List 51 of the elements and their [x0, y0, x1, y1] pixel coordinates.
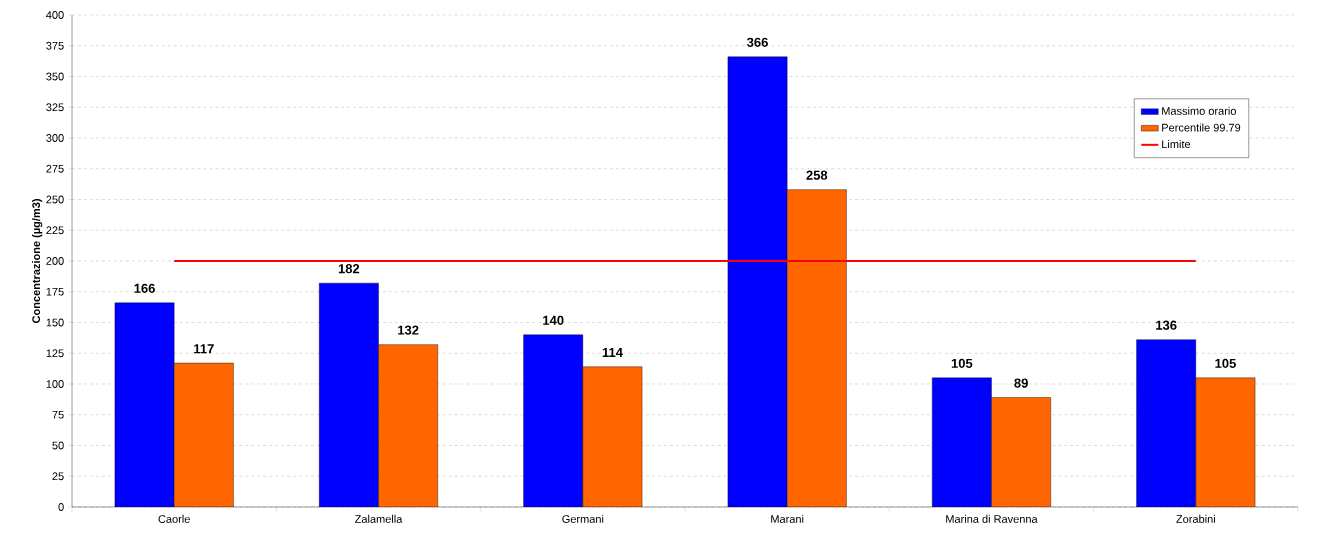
x-tick-label: Germani [562, 514, 604, 523]
x-tick-label: Marina di Ravenna [946, 514, 1038, 523]
bar [991, 397, 1051, 507]
bar [174, 363, 234, 507]
bar [1136, 339, 1197, 507]
data-label: 166 [134, 283, 155, 293]
y-tick-label: 100 [46, 380, 64, 388]
bar [932, 377, 992, 507]
y-axis-title: Concentrazione (µg/m3) [31, 199, 43, 323]
bar [727, 56, 788, 507]
y-tick-label: 150 [46, 318, 64, 327]
legend-label: Limite [1162, 140, 1191, 149]
data-label: 105 [951, 358, 973, 368]
y-tick-label: 200 [46, 257, 64, 265]
data-label: 114 [602, 347, 623, 357]
x-tick-label: Marani [771, 514, 804, 523]
y-tick-label: 350 [46, 72, 64, 81]
data-label: 105 [1215, 358, 1236, 368]
y-tick-label: 25 [52, 472, 64, 481]
x-tick-label: Zalamella [355, 514, 403, 523]
y-tick-label: 375 [46, 41, 64, 50]
x-tick-label: Zorabini [1176, 514, 1215, 523]
y-tick-label: 400 [46, 11, 64, 19]
bar [523, 334, 583, 507]
bar [787, 189, 847, 507]
bar [378, 344, 438, 507]
bar [1195, 377, 1256, 507]
data-label: 366 [746, 37, 768, 47]
data-label: 136 [1156, 320, 1177, 330]
y-tick-label: 250 [46, 195, 64, 204]
y-tick-label: 75 [52, 410, 64, 419]
bar [114, 302, 175, 507]
bar [319, 283, 379, 507]
y-tick-label: 325 [46, 103, 64, 112]
x-tick-label: Caorle [158, 514, 190, 523]
y-tick-label: 0 [58, 503, 64, 511]
data-label: 89 [1014, 378, 1028, 388]
data-label: 140 [543, 315, 564, 325]
data-label: 117 [194, 344, 214, 354]
legend-label: Percentile 99.79 [1162, 123, 1241, 132]
data-label: 258 [806, 170, 828, 180]
y-tick-label: 125 [46, 349, 64, 358]
legend-label: Massimo orario [1162, 106, 1236, 115]
data-label: 182 [338, 264, 360, 274]
y-tick-label: 300 [46, 134, 64, 142]
y-tick-label: 175 [46, 287, 64, 296]
y-tick-label: 275 [46, 164, 64, 173]
y-tick-label: 50 [52, 441, 64, 450]
bar [582, 366, 643, 507]
y-tick-label: 225 [46, 226, 64, 235]
data-label: 132 [398, 325, 419, 335]
